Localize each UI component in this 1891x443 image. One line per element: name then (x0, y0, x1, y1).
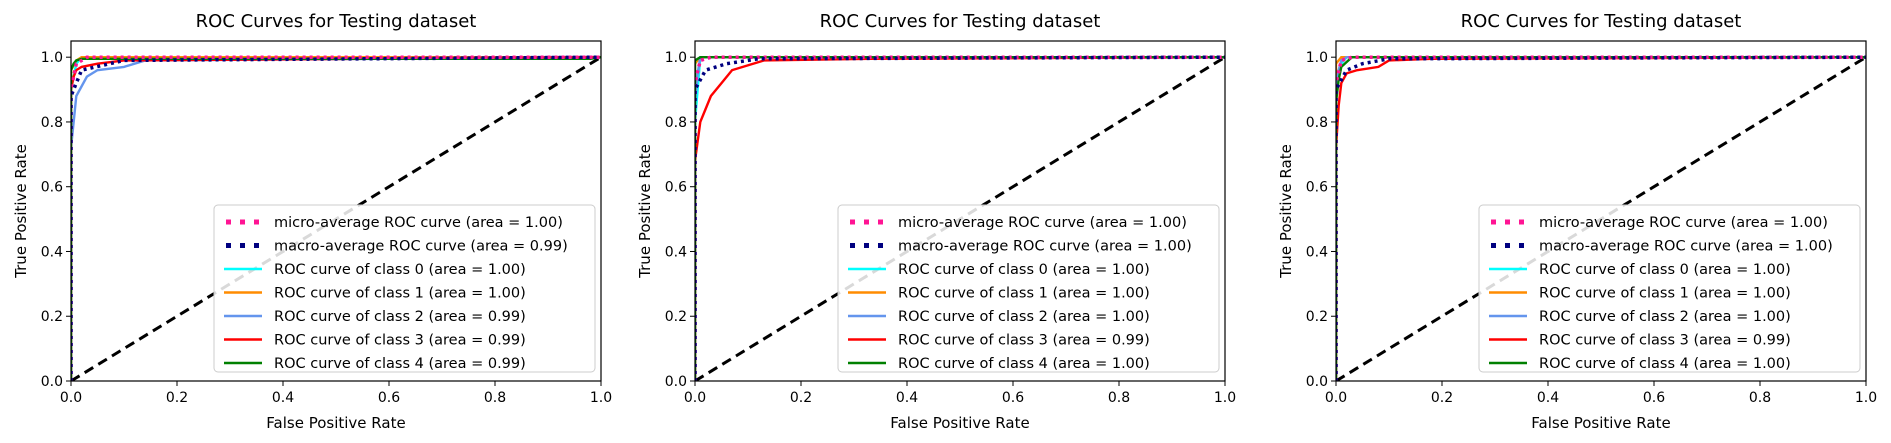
legend-entry: ROC curve of class 0 (area = 1.00) (898, 262, 1150, 278)
series-line-1 (695, 55, 1226, 381)
legend-entry: ROC curve of class 1 (area = 1.00) (274, 286, 526, 302)
y-tick-label: 0.6 (665, 180, 687, 196)
y-tick-label: 1.0 (41, 50, 63, 66)
legend-entry: micro-average ROC curve (area = 1.00) (274, 215, 563, 231)
x-tick-label: 0.2 (1431, 390, 1453, 406)
y-tick-label: 0.4 (41, 244, 63, 260)
y-axis-label: True Positive Rate (12, 144, 30, 279)
legend-entry: ROC curve of class 4 (area = 1.00) (898, 356, 1150, 372)
y-tick-label: 0.4 (665, 244, 687, 260)
y-tick-label: 0.8 (665, 115, 687, 131)
y-tick-label: 1.0 (1306, 50, 1328, 66)
x-tick-label: 0.2 (790, 390, 812, 406)
legend-box (213, 204, 596, 373)
series-line-0 (71, 55, 601, 381)
y-tick-label: 0.8 (41, 115, 63, 131)
legend-entry: ROC curve of class 2 (area = 0.99) (274, 309, 526, 325)
legend-box (1478, 204, 1861, 373)
legend-entry: ROC curve of class 3 (area = 0.99) (274, 333, 526, 349)
x-axis-label: False Positive Rate (1531, 414, 1670, 432)
y-axis-label: True Positive Rate (1277, 144, 1295, 279)
x-tick-label: 0.4 (272, 390, 294, 406)
roc-chart-1: ROC Curves for Testing dataset 0.0 0.2 0.4 0… (12, 11, 612, 432)
y-tick-label: 0.2 (41, 309, 63, 325)
legend-box (837, 204, 1220, 373)
x-axis-label: False Positive Rate (266, 414, 405, 432)
y-tick-label: 0.0 (1306, 374, 1328, 390)
legend-entry: ROC curve of class 1 (area = 1.00) (1539, 286, 1791, 302)
x-tick-label: 1.0 (1855, 390, 1877, 406)
chart-title: ROC Curves for Testing dataset (1461, 11, 1742, 32)
legend: micro-average ROC curve (area = 1.00) mac… (837, 204, 1220, 373)
y-tick-label: 0.2 (1306, 309, 1328, 325)
legend-entry: micro-average ROC curve (area = 1.00) (898, 215, 1187, 231)
series-line-1 (1336, 55, 1867, 381)
x-tick-label: 0.8 (1108, 390, 1130, 406)
legend: micro-average ROC curve (area = 1.00) mac… (1478, 204, 1861, 373)
legend-entry: ROC curve of class 3 (area = 0.99) (1539, 333, 1791, 349)
x-tick-label: 0.2 (166, 390, 188, 406)
legend-entry: ROC curve of class 1 (area = 1.00) (898, 286, 1150, 302)
legend-entry: ROC curve of class 0 (area = 1.00) (274, 262, 526, 278)
y-tick-label: 0.0 (665, 374, 687, 390)
legend-entry: macro-average ROC curve (area = 0.99) (274, 239, 568, 255)
y-tick-label: 0.2 (665, 309, 687, 325)
x-tick-label: 0.0 (684, 390, 706, 406)
plot-frame (1335, 40, 1867, 382)
legend-entry: macro-average ROC curve (area = 1.00) (1539, 239, 1833, 255)
x-tick-label: 0.4 (1537, 390, 1559, 406)
series-line-6 (695, 55, 1225, 381)
legend: micro-average ROC curve (area = 1.00) mac… (213, 204, 596, 373)
roc-chart-3: ROC Curves for Testing dataset 0.0 0.2 0.4 0… (1277, 11, 1877, 432)
legend-entry: macro-average ROC curve (area = 1.00) (898, 239, 1192, 255)
y-tick-label: 1.0 (665, 50, 687, 66)
plot-frame (70, 40, 602, 382)
x-tick-label: 0.6 (1643, 390, 1665, 406)
x-tick-label: 0.8 (484, 390, 506, 406)
y-tick-label: 0.6 (41, 180, 63, 196)
plot-frame (694, 40, 1226, 382)
x-tick-label: 0.6 (1002, 390, 1024, 406)
y-tick-label: 0.4 (1306, 244, 1328, 260)
curves (71, 55, 602, 381)
x-axis-label: False Positive Rate (890, 414, 1029, 432)
legend-entry: ROC curve of class 2 (area = 1.00) (898, 309, 1150, 325)
x-tick-label: 0.0 (60, 390, 82, 406)
x-tick-label: 0.4 (896, 390, 918, 406)
x-tick-label: 1.0 (1214, 390, 1236, 406)
y-tick-label: 0.0 (41, 374, 63, 390)
legend-entry: ROC curve of class 4 (area = 0.99) (274, 356, 526, 372)
x-tick-label: 1.0 (590, 390, 612, 406)
x-tick-label: 0.6 (378, 390, 400, 406)
x-tick-label: 0.8 (1749, 390, 1771, 406)
legend-entry: ROC curve of class 0 (area = 1.00) (1539, 262, 1791, 278)
legend-entry: ROC curve of class 2 (area = 1.00) (1539, 309, 1791, 325)
chart-title: ROC Curves for Testing dataset (196, 11, 477, 32)
y-tick-label: 0.6 (1306, 180, 1328, 196)
x-tick-label: 0.0 (1325, 390, 1347, 406)
y-axis-label: True Positive Rate (636, 144, 654, 279)
legend-entry: ROC curve of class 4 (area = 1.00) (1539, 356, 1791, 372)
roc-chart-2: ROC Curves for Testing dataset 0.0 0.2 0.4 0… (636, 11, 1236, 432)
legend-entry: micro-average ROC curve (area = 1.00) (1539, 215, 1828, 231)
chart-title: ROC Curves for Testing dataset (820, 11, 1101, 32)
y-tick-label: 0.8 (1306, 115, 1328, 131)
legend-entry: ROC curve of class 3 (area = 0.99) (898, 333, 1150, 349)
